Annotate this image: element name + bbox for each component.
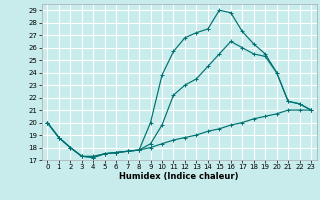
- X-axis label: Humidex (Indice chaleur): Humidex (Indice chaleur): [119, 172, 239, 181]
